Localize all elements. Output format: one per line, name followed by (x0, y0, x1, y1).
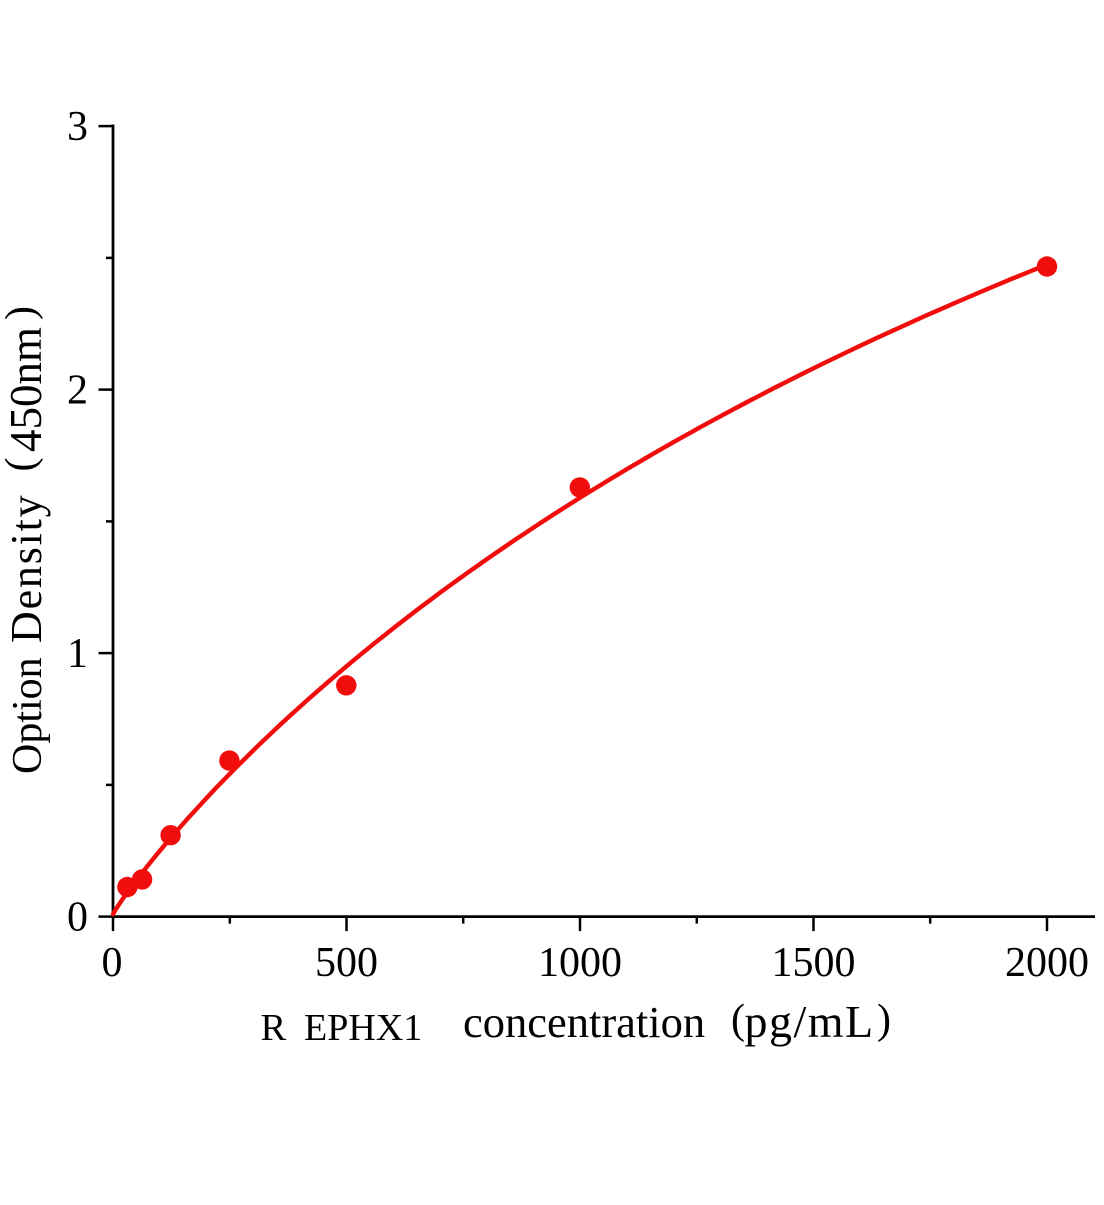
svg-text:): ) (0, 306, 44, 320)
svg-text:0: 0 (102, 940, 123, 986)
svg-text:): ) (877, 997, 891, 1043)
svg-text:2000: 2000 (1005, 940, 1089, 986)
svg-text:1500: 1500 (772, 940, 856, 986)
svg-text:0: 0 (67, 895, 88, 941)
svg-text:3: 3 (67, 104, 88, 150)
svg-text:Option: Option (5, 657, 51, 774)
svg-text:2: 2 (67, 368, 88, 414)
svg-text:450nm: 450nm (1, 327, 51, 452)
svg-text:500: 500 (315, 940, 378, 986)
svg-text:pg/mL: pg/mL (745, 996, 875, 1047)
svg-text:(: ( (0, 458, 44, 472)
svg-text:concentration: concentration (463, 997, 705, 1047)
svg-text:R: R (261, 1007, 287, 1049)
svg-text:(: ( (731, 997, 745, 1043)
svg-text:Density: Density (2, 494, 51, 643)
svg-text:1: 1 (67, 631, 88, 677)
svg-text:EPHX1: EPHX1 (304, 1007, 422, 1049)
svg-text:1000: 1000 (538, 940, 622, 986)
